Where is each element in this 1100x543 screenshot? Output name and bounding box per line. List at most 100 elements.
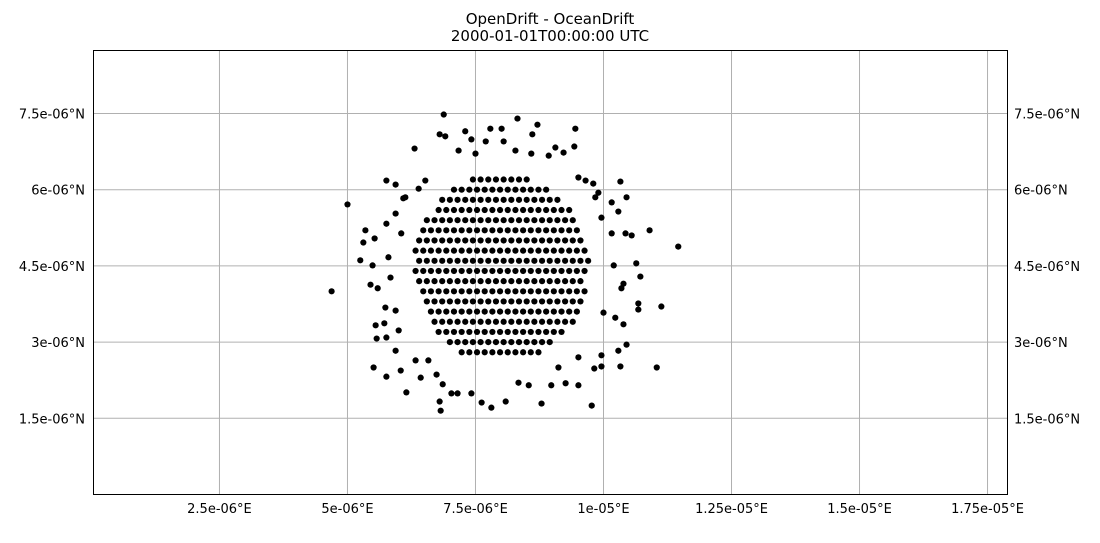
particle-point <box>481 288 488 295</box>
particle-point <box>439 318 446 325</box>
particle-point <box>577 257 584 264</box>
particle-point <box>492 298 500 305</box>
particle-point <box>535 186 542 193</box>
particle-point <box>515 379 522 386</box>
particle-point <box>508 318 515 325</box>
particle-point <box>515 298 523 305</box>
particle-point <box>496 308 504 315</box>
particle-point <box>554 237 561 244</box>
particle-point <box>566 247 573 254</box>
particle-point <box>523 338 530 346</box>
particle-point <box>485 237 492 244</box>
particle-point <box>481 308 488 315</box>
x-tick-label: 7.5e-06°E <box>443 502 508 517</box>
particle-point <box>618 285 625 292</box>
particle-point <box>554 298 561 305</box>
particle-point <box>469 196 477 203</box>
particle-point <box>370 364 377 371</box>
particle-point <box>462 338 469 346</box>
y-tick-label-left: 4.5e-06°N <box>19 260 85 275</box>
particle-point <box>675 243 682 250</box>
particle-point <box>477 338 484 346</box>
particle-point <box>367 281 374 288</box>
particle-point <box>458 227 465 234</box>
particle-point <box>523 278 530 285</box>
particle-point <box>344 201 351 208</box>
particle-point <box>402 194 409 201</box>
particle-point <box>591 365 598 372</box>
particle-point <box>420 227 427 234</box>
particle-point <box>466 308 473 315</box>
particle-point <box>598 363 605 370</box>
particle-point <box>546 338 553 346</box>
particle-point <box>473 206 481 214</box>
particle-point <box>485 176 492 183</box>
particle-point <box>623 194 630 201</box>
particle-point <box>466 349 473 356</box>
particle-point <box>508 196 515 203</box>
particle-point <box>473 328 481 336</box>
chart-subtitle: 2000-01-01T00:00:00 UTC <box>451 27 649 45</box>
particle-point <box>372 322 379 329</box>
particle-point <box>454 257 461 264</box>
particle-point <box>417 374 424 381</box>
particle-point <box>571 143 578 150</box>
particle-point <box>535 227 542 234</box>
particle-point <box>523 176 530 183</box>
particle-point <box>443 308 450 315</box>
particle-point <box>554 196 561 203</box>
y-tick-label-right: 7.5e-06°N <box>1014 107 1080 122</box>
particle-point <box>523 237 530 244</box>
particle-point <box>558 308 565 315</box>
particle-point <box>520 227 527 234</box>
particle-point <box>577 298 584 305</box>
particle-point <box>498 125 505 132</box>
particle-point <box>466 227 473 234</box>
particle-point <box>620 321 627 328</box>
particle-point <box>403 389 410 396</box>
particle-point <box>535 349 542 356</box>
particle-point <box>469 217 477 224</box>
particle-point <box>462 128 469 135</box>
particle-point <box>528 150 535 157</box>
particle-point <box>548 382 555 389</box>
y-tick-label-left: 1.5e-06°N <box>19 412 85 427</box>
particle-point <box>450 288 458 295</box>
particle-point <box>454 196 461 203</box>
particle-point <box>572 125 579 132</box>
particle-point <box>412 267 419 275</box>
particle-point <box>437 407 444 414</box>
particle-point <box>496 206 504 214</box>
particle-point <box>462 318 469 325</box>
particle-point <box>383 177 390 184</box>
particle-point <box>550 288 557 295</box>
particle-point <box>423 278 430 285</box>
particle-point <box>560 149 567 156</box>
particle-point <box>500 196 507 203</box>
particle-point <box>440 111 447 118</box>
particle-point <box>600 309 607 316</box>
particle-point <box>395 327 402 334</box>
particle-point <box>646 227 653 234</box>
particle-point <box>481 227 488 234</box>
particle-point <box>450 247 458 254</box>
particle-point <box>543 267 550 275</box>
particle-point <box>439 298 446 305</box>
particle-point <box>561 217 569 224</box>
particle-point <box>454 237 461 244</box>
particle-point <box>515 257 523 264</box>
particle-point <box>575 382 582 389</box>
particle-point <box>550 247 557 254</box>
particle-point <box>512 227 519 234</box>
particle-point <box>569 318 576 325</box>
particle-point <box>477 237 484 244</box>
particle-point <box>520 267 527 275</box>
particle-point <box>535 328 542 336</box>
particle-point <box>496 288 504 295</box>
particle-point <box>492 338 500 346</box>
particle-point <box>492 217 500 224</box>
particle-point <box>546 298 553 305</box>
particle-point <box>502 398 509 405</box>
particle-point <box>543 186 550 193</box>
particle-point <box>500 176 507 183</box>
